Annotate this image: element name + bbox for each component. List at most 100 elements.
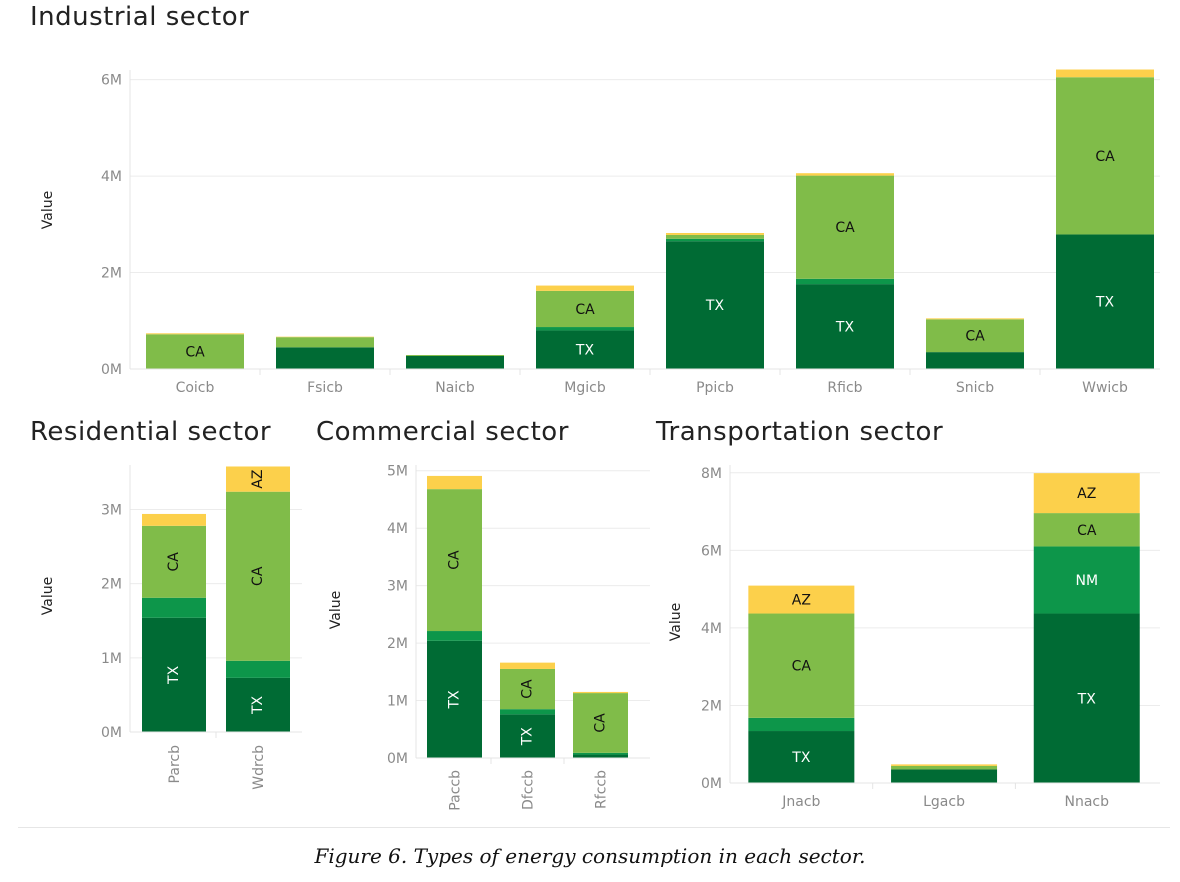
residential-title: Residential sector bbox=[30, 417, 272, 447]
x-category-label: Coicb bbox=[176, 380, 215, 396]
bar-segment-nnacb-nm bbox=[1033, 546, 1140, 614]
segment-label-az: AZ bbox=[792, 593, 811, 609]
bar-segment-rfccb-tx bbox=[573, 754, 628, 758]
segment-label-ca: CA bbox=[166, 552, 182, 572]
y-tick-label: 0M bbox=[387, 751, 408, 767]
segment-label-ca: CA bbox=[250, 566, 266, 586]
bar-segment-mgicb-nm bbox=[536, 327, 634, 331]
bar-segment-paccb-nm bbox=[427, 631, 482, 641]
segment-label-ca: CA bbox=[185, 345, 205, 361]
segment-label-tx: TX bbox=[520, 727, 536, 747]
figure-caption: Figure 6. Types of energy consumption in… bbox=[314, 844, 866, 868]
segment-label-tx: TX bbox=[1077, 691, 1097, 707]
bar-segment-paccb-az bbox=[427, 475, 482, 490]
bar-segment-jnacb-tx bbox=[748, 731, 855, 783]
bar-segment-parcb-ca bbox=[142, 525, 206, 598]
x-category-label: Ppicb bbox=[696, 380, 734, 396]
bar-segment-lgacb-az bbox=[891, 764, 998, 766]
bar-segment-dfccb-az bbox=[500, 662, 555, 669]
bar-segment-nnacb-ca bbox=[1033, 513, 1140, 547]
segment-label-nm: NM bbox=[1075, 573, 1098, 589]
bar-segment-dfccb-nm bbox=[500, 709, 555, 715]
bar-segment-wwicb-az bbox=[1056, 69, 1154, 78]
y-tick-label: 3M bbox=[101, 503, 122, 519]
segment-label-ca: CA bbox=[792, 659, 812, 675]
bar-segment-coicb-ca bbox=[146, 334, 244, 369]
bar-segment-ppicb-nm bbox=[666, 238, 764, 242]
segment-label-ca: CA bbox=[593, 713, 609, 733]
y-axis-label: Value bbox=[40, 577, 56, 615]
x-category-label: Mgicb bbox=[564, 380, 606, 396]
bar-segment-wdrcb-nm bbox=[226, 660, 290, 678]
bar-segment-wwicb-tx bbox=[1056, 234, 1154, 369]
segment-label-ca: CA bbox=[575, 302, 595, 318]
bar-segment-paccb-ca bbox=[427, 489, 482, 632]
segment-label-tx: TX bbox=[705, 298, 725, 314]
segment-label-ca: CA bbox=[447, 550, 463, 570]
bar-segment-snicb-ca bbox=[926, 319, 1024, 353]
x-category-label: Naicb bbox=[435, 380, 475, 396]
y-tick-label: 0M bbox=[101, 725, 122, 741]
y-tick-label: 4M bbox=[101, 169, 122, 185]
y-tick-label: 4M bbox=[701, 621, 722, 637]
segment-label-az: AZ bbox=[250, 470, 266, 489]
segment-label-ca: CA bbox=[520, 679, 536, 699]
bar-segment-fsicb-tx bbox=[276, 347, 374, 369]
bar-segment-rfccb-az bbox=[573, 691, 628, 694]
bar-segment-rficb-nm bbox=[796, 278, 894, 285]
bar-segment-parcb-az bbox=[142, 513, 206, 526]
bar-segment-lgacb-tx bbox=[891, 769, 998, 783]
bar-segment-fsicb-ca bbox=[276, 337, 374, 348]
bar-segment-naicb-tx bbox=[406, 355, 504, 369]
y-tick-label: 4M bbox=[387, 521, 408, 537]
segment-label-tx: TX bbox=[575, 343, 595, 359]
y-axis-label: Value bbox=[668, 603, 684, 641]
x-category-label: Snicb bbox=[956, 380, 994, 396]
bar-segment-lgacb-ca bbox=[891, 765, 998, 770]
segment-label-tx: TX bbox=[447, 690, 463, 710]
bar-segment-ppicb-az bbox=[666, 233, 764, 235]
y-tick-label: 3M bbox=[387, 579, 408, 595]
bar-segment-paccb-tx bbox=[427, 640, 482, 758]
bar-segment-jnacb-az bbox=[748, 585, 855, 614]
segment-label-ca: CA bbox=[1095, 149, 1115, 165]
x-category-label: Parcb bbox=[167, 745, 183, 784]
x-category-label: Wwicb bbox=[1082, 380, 1128, 396]
y-axis-label: Value bbox=[328, 591, 344, 629]
y-tick-label: 6M bbox=[701, 543, 722, 559]
bar-segment-parcb-nm bbox=[142, 597, 206, 618]
segment-label-az: AZ bbox=[1077, 486, 1096, 502]
bar-segment-ppicb-tx bbox=[666, 241, 764, 369]
x-category-label: Lgacb bbox=[923, 794, 965, 810]
bar-segment-wdrcb-ca bbox=[226, 491, 290, 661]
segment-label-ca: CA bbox=[965, 329, 985, 345]
y-tick-label: 2M bbox=[701, 698, 722, 714]
industrial-title: Industrial sector bbox=[30, 2, 250, 32]
x-category-label: Nnacb bbox=[1064, 794, 1109, 810]
y-tick-label: 0M bbox=[101, 362, 122, 378]
segment-label-ca: CA bbox=[835, 220, 855, 236]
bar-segment-rficb-az bbox=[796, 173, 894, 176]
bar-segment-wdrcb-az bbox=[226, 466, 290, 492]
bar-segment-rficb-tx bbox=[796, 284, 894, 369]
y-tick-label: 2M bbox=[101, 266, 122, 282]
segment-label-tx: TX bbox=[250, 695, 266, 715]
segment-label-tx: TX bbox=[835, 320, 855, 336]
segment-label-tx: TX bbox=[166, 665, 182, 685]
bar-segment-jnacb-ca bbox=[748, 613, 855, 718]
transportation-title: Transportation sector bbox=[656, 417, 944, 447]
segment-label-tx: TX bbox=[1095, 295, 1115, 311]
bar-segment-snicb-tx bbox=[926, 352, 1024, 369]
divider-line bbox=[18, 827, 1170, 828]
bar-segment-dfccb-tx bbox=[500, 714, 555, 758]
x-category-label: Rficb bbox=[827, 380, 862, 396]
y-tick-label: 2M bbox=[101, 577, 122, 593]
bar-segment-mgicb-tx bbox=[536, 330, 634, 369]
bar-segment-dfccb-ca bbox=[500, 668, 555, 710]
x-category-label: Wdrcb bbox=[251, 745, 267, 790]
y-tick-label: 1M bbox=[387, 694, 408, 710]
x-category-label: Jnacb bbox=[781, 794, 820, 810]
segment-label-tx: TX bbox=[791, 750, 811, 766]
